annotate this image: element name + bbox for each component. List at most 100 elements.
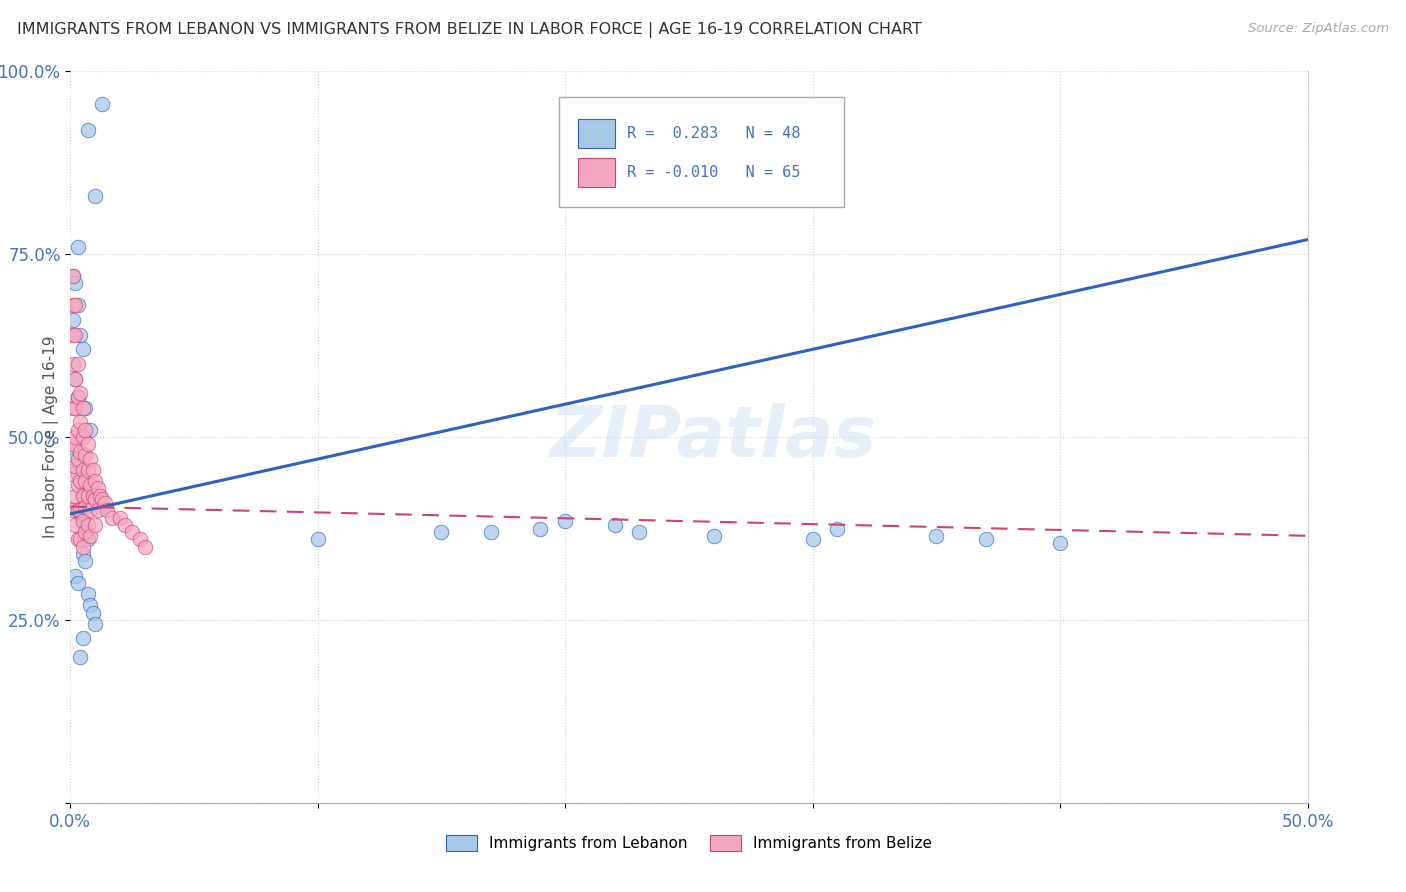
Point [62,313,84,327]
Point [75,448,97,462]
Point [62,269,84,284]
Point [66,298,89,312]
Point [62,467,84,481]
Point [479,525,502,540]
Point [1049,536,1071,550]
Point [76,437,98,451]
Point [554,514,576,528]
Point [603,517,626,532]
Point [75,525,97,540]
Point [84,492,107,507]
Point [65,489,87,503]
FancyBboxPatch shape [578,119,614,148]
Point [75,401,97,415]
Point [65,569,87,583]
Point [62,327,84,342]
Point [101,510,124,524]
Point [62,357,84,371]
Point [69,533,91,547]
Point [82,489,104,503]
Point [75,423,97,437]
Point [134,540,156,554]
Point [65,371,87,385]
Point [76,533,98,547]
Point [66,240,89,254]
Point [94,496,117,510]
Point [72,463,94,477]
Text: Source: ZipAtlas.com: Source: ZipAtlas.com [1249,22,1389,36]
Point [62,437,84,451]
Point [65,459,87,474]
Point [72,430,94,444]
Point [62,298,84,312]
Point [62,269,84,284]
Point [703,529,725,543]
Text: IMMIGRANTS FROM LEBANON VS IMMIGRANTS FROM BELIZE IN LABOR FORCE | AGE 16-19 COR: IMMIGRANTS FROM LEBANON VS IMMIGRANTS FR… [17,22,922,38]
Point [69,649,91,664]
Point [84,616,107,631]
Point [65,371,87,385]
Point [86,503,108,517]
Point [72,540,94,554]
Point [91,492,114,507]
Point [69,474,91,488]
Point [72,632,94,646]
Point [72,401,94,415]
Point [79,477,101,491]
Point [72,343,94,357]
Point [72,514,94,528]
FancyBboxPatch shape [578,158,614,187]
Point [121,525,143,540]
Legend: Immigrants from Lebanon, Immigrants from Belize: Immigrants from Lebanon, Immigrants from… [440,830,938,857]
Point [114,517,136,532]
Point [66,477,89,491]
Point [91,97,114,112]
Point [65,277,87,291]
Point [66,503,89,517]
Point [76,123,98,137]
Point [82,463,104,477]
Point [66,390,89,404]
Point [76,517,98,532]
Point [86,481,108,495]
Point [75,489,97,503]
Point [84,188,107,202]
Point [65,452,87,467]
Point [108,510,131,524]
Point [65,298,87,312]
Point [66,423,89,437]
Y-axis label: In Labor Force | Age 16-19: In Labor Force | Age 16-19 [44,335,59,539]
Point [307,533,329,547]
Text: R =  0.283   N = 48: R = 0.283 N = 48 [627,126,800,141]
Point [65,517,87,532]
Point [925,529,948,543]
Point [76,489,98,503]
Point [801,533,824,547]
Point [62,401,84,415]
Point [529,521,551,535]
Point [79,423,101,437]
Point [72,547,94,561]
Point [974,533,997,547]
Point [79,503,101,517]
Point [66,503,89,517]
Point [66,452,89,467]
Point [76,463,98,477]
Point [72,489,94,503]
Point [75,474,97,488]
Point [82,606,104,620]
Point [69,474,91,488]
Point [65,430,87,444]
Point [66,357,89,371]
Point [84,517,107,532]
Point [89,489,111,503]
Point [69,416,91,430]
FancyBboxPatch shape [560,97,844,207]
Text: R = -0.010   N = 65: R = -0.010 N = 65 [627,165,800,180]
Point [128,533,150,547]
Point [69,386,91,401]
Point [69,444,91,458]
Point [72,489,94,503]
Point [84,474,107,488]
Text: ZIPatlas: ZIPatlas [550,402,877,472]
